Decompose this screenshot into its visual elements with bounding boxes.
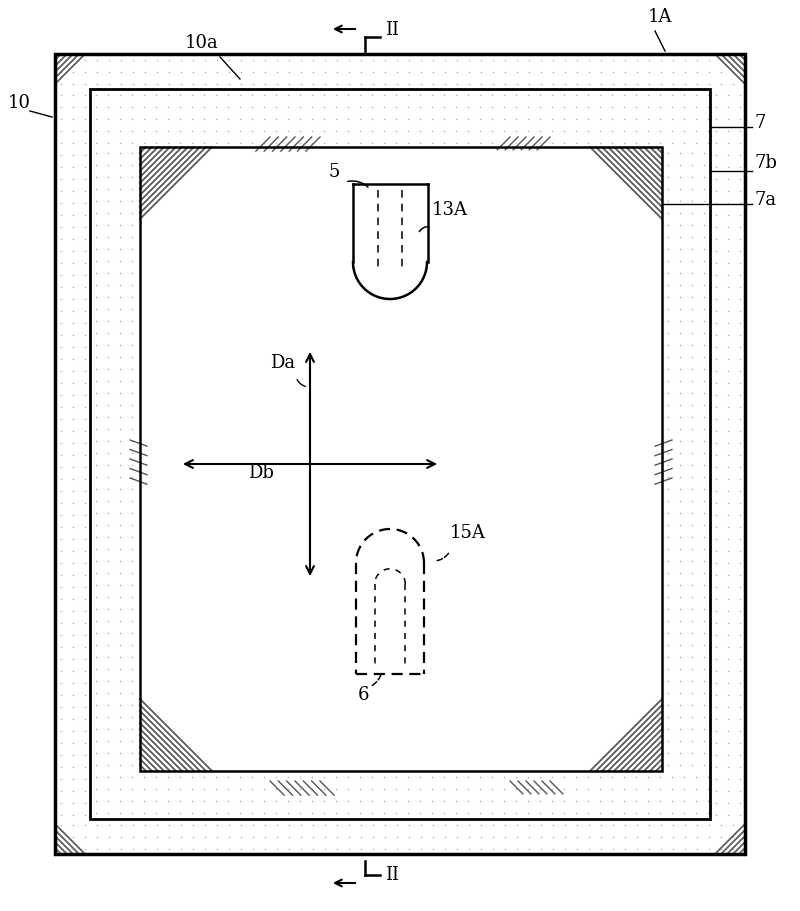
FancyArrowPatch shape [297,380,306,387]
FancyArrowPatch shape [372,675,381,686]
Text: Db: Db [248,464,274,482]
FancyArrowPatch shape [348,181,368,188]
FancyArrowPatch shape [419,228,430,232]
Bar [140,148,662,771]
Text: 5: 5 [328,163,339,180]
Text: 15A: 15A [450,524,486,541]
Text: 10: 10 [8,94,31,112]
Text: 7b: 7b [754,154,777,172]
Text: 10a: 10a [185,34,218,52]
Text: 1A: 1A [648,8,673,26]
Text: 13A: 13A [432,200,468,219]
Bar [55,55,745,855]
Text: II: II [385,21,399,39]
Text: Da: Da [270,353,295,372]
Text: 7: 7 [754,114,766,132]
Text: 7a: 7a [754,190,776,209]
Text: II: II [385,865,399,883]
Bar [90,90,710,819]
Bar [140,148,662,771]
FancyArrowPatch shape [434,554,449,561]
Text: 6: 6 [358,685,370,703]
